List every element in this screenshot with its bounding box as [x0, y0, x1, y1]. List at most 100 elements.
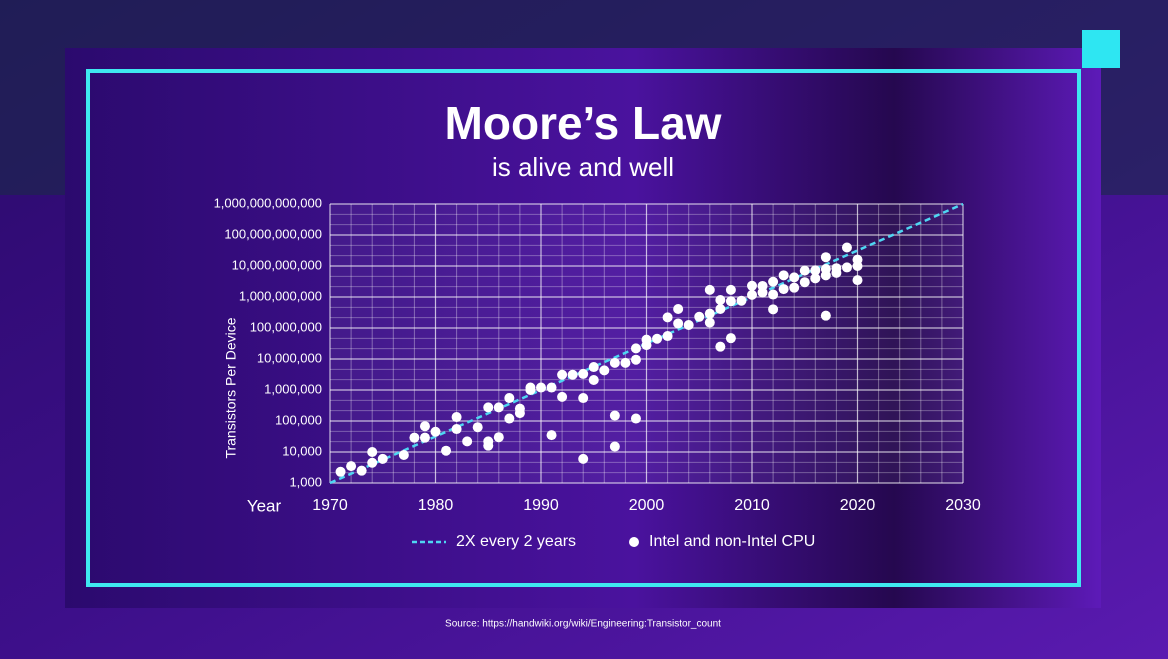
data-point [747, 289, 757, 300]
data-point [356, 465, 367, 476]
data-point [662, 331, 673, 342]
data-point [546, 382, 557, 393]
data-point [483, 440, 494, 451]
data-point [725, 333, 736, 344]
data-point [419, 421, 430, 432]
data-point [525, 385, 536, 395]
data-point [831, 267, 842, 278]
data-point [588, 362, 599, 373]
x-tick-label: 2020 [840, 497, 876, 514]
accent-square [1082, 30, 1120, 68]
data-point [725, 284, 736, 295]
data-point [493, 432, 504, 443]
data-point [652, 333, 663, 344]
source-note: Source: https://handwiki.org/wiki/Engine… [445, 619, 721, 630]
data-point [451, 424, 462, 435]
data-point [567, 369, 578, 380]
data-point [409, 432, 420, 443]
x-tick-label: 2010 [734, 497, 770, 514]
data-point [599, 365, 610, 376]
y-axis-label: Transistors Per Device [223, 317, 239, 458]
data-point [504, 393, 515, 404]
data-point [789, 282, 800, 293]
slide-border [86, 69, 1081, 587]
y-tick-label: 10,000 [282, 443, 322, 458]
data-point [346, 461, 357, 472]
data-point [715, 341, 726, 352]
y-tick-label: 10,000,000 [257, 350, 322, 365]
data-point [630, 413, 641, 424]
data-point [472, 422, 483, 433]
title: Moore’s Law [445, 97, 722, 149]
data-point [546, 430, 557, 441]
data-point [704, 308, 715, 319]
y-tick-label: 10,000,000,000 [232, 257, 322, 272]
data-point [715, 304, 726, 315]
x-tick-label: 1980 [418, 497, 454, 514]
data-point [841, 242, 852, 253]
data-point [820, 310, 831, 321]
data-point [841, 262, 852, 273]
data-point [609, 410, 620, 421]
data-point [852, 275, 863, 286]
y-tick-label: 1,000 [289, 474, 322, 489]
data-point [536, 382, 546, 393]
data-point [377, 453, 388, 464]
x-tick-label: 1990 [523, 497, 559, 514]
data-point [609, 357, 620, 368]
data-point [662, 312, 673, 323]
legend-label: 2X every 2 years [456, 533, 576, 550]
data-point [725, 296, 736, 307]
data-point [462, 436, 473, 447]
y-tick-label: 100,000 [275, 412, 322, 427]
y-tick-label: 1,000,000,000,000 [214, 195, 322, 210]
data-point [335, 466, 346, 477]
data-point [704, 317, 715, 328]
x-axis-label: Year [247, 496, 282, 515]
data-point [588, 375, 599, 386]
data-point [820, 252, 831, 263]
data-point [578, 368, 589, 379]
y-tick-label: 1,000,000,000 [239, 288, 322, 303]
data-point [799, 277, 810, 288]
data-point [747, 280, 757, 291]
data-point [799, 265, 810, 276]
y-tick-label: 100,000,000,000 [224, 226, 322, 241]
data-point [504, 413, 515, 424]
legend-label: Intel and non-Intel CPU [649, 533, 815, 550]
data-point [630, 354, 641, 365]
data-point [757, 287, 768, 298]
x-tick-label: 2030 [945, 497, 981, 514]
data-point [367, 447, 378, 457]
data-point [557, 369, 568, 380]
data-point [673, 318, 684, 329]
data-point [367, 457, 378, 468]
x-tick-label: 2000 [629, 497, 665, 514]
data-point [451, 412, 462, 423]
data-point [493, 402, 504, 413]
data-point [715, 295, 726, 306]
data-point [630, 343, 641, 354]
data-point [683, 319, 694, 330]
data-point [441, 445, 452, 456]
y-tick-label: 1,000,000 [264, 381, 322, 396]
subtitle: is alive and well [492, 152, 674, 182]
data-point [789, 272, 800, 283]
x-tick-label: 1970 [312, 497, 348, 514]
data-point [620, 357, 631, 368]
data-point [641, 340, 652, 351]
plot-area: 1,000 10,000 100,000 1,000,000 10,000,000 100… [214, 195, 981, 550]
data-point [557, 391, 568, 402]
data-point [578, 453, 589, 464]
data-point [778, 284, 789, 295]
data-point [820, 270, 831, 281]
data-point [514, 408, 525, 419]
data-point [483, 402, 494, 413]
y-tick-label: 100,000,000 [250, 319, 322, 334]
data-point [398, 450, 409, 461]
data-point [704, 284, 715, 295]
data-point [768, 304, 779, 315]
data-point [673, 304, 684, 315]
